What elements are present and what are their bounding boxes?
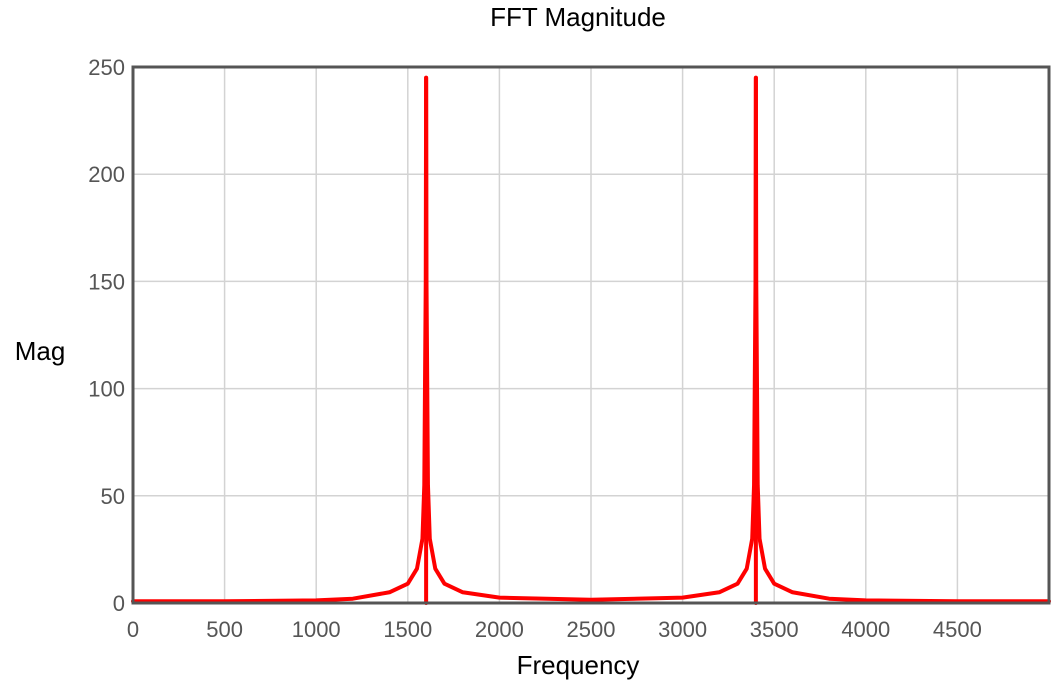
y-axis-ticks: 0 50 100 150 200 250 [88,55,125,616]
x-tick-label-9: 4500 [933,617,982,642]
y-tick-label-5: 250 [88,55,125,80]
y-tick-label-1: 50 [101,484,125,509]
x-tick-label-4: 2000 [475,617,524,642]
chart-title: FFT Magnitude [490,2,666,32]
x-tick-label-6: 3000 [658,617,707,642]
x-tick-label-7: 3500 [750,617,799,642]
fft-series-line-0 [131,75,1051,604]
x-tick-label-0: 0 [127,617,139,642]
x-tick-label-1: 500 [206,617,243,642]
y-tick-label-3: 150 [88,269,125,294]
grid-lines [133,67,1049,603]
y-tick-label-0: 0 [113,591,125,616]
x-axis-ticks: 0 500 1000 1500 2000 2500 3000 3500 4000 4500 [127,617,982,642]
y-tick-label-2: 100 [88,377,125,402]
x-tick-label-3: 1500 [383,617,432,642]
plot-frame [131,65,1051,605]
x-tick-label-8: 4000 [841,617,890,642]
plot-area [131,75,1051,605]
x-tick-label-2: 1000 [292,617,341,642]
x-axis-title: Frequency [517,650,640,680]
x-tick-label-5: 2500 [567,617,616,642]
y-axis-title: Mag [15,336,66,366]
y-tick-label-4: 200 [88,162,125,187]
